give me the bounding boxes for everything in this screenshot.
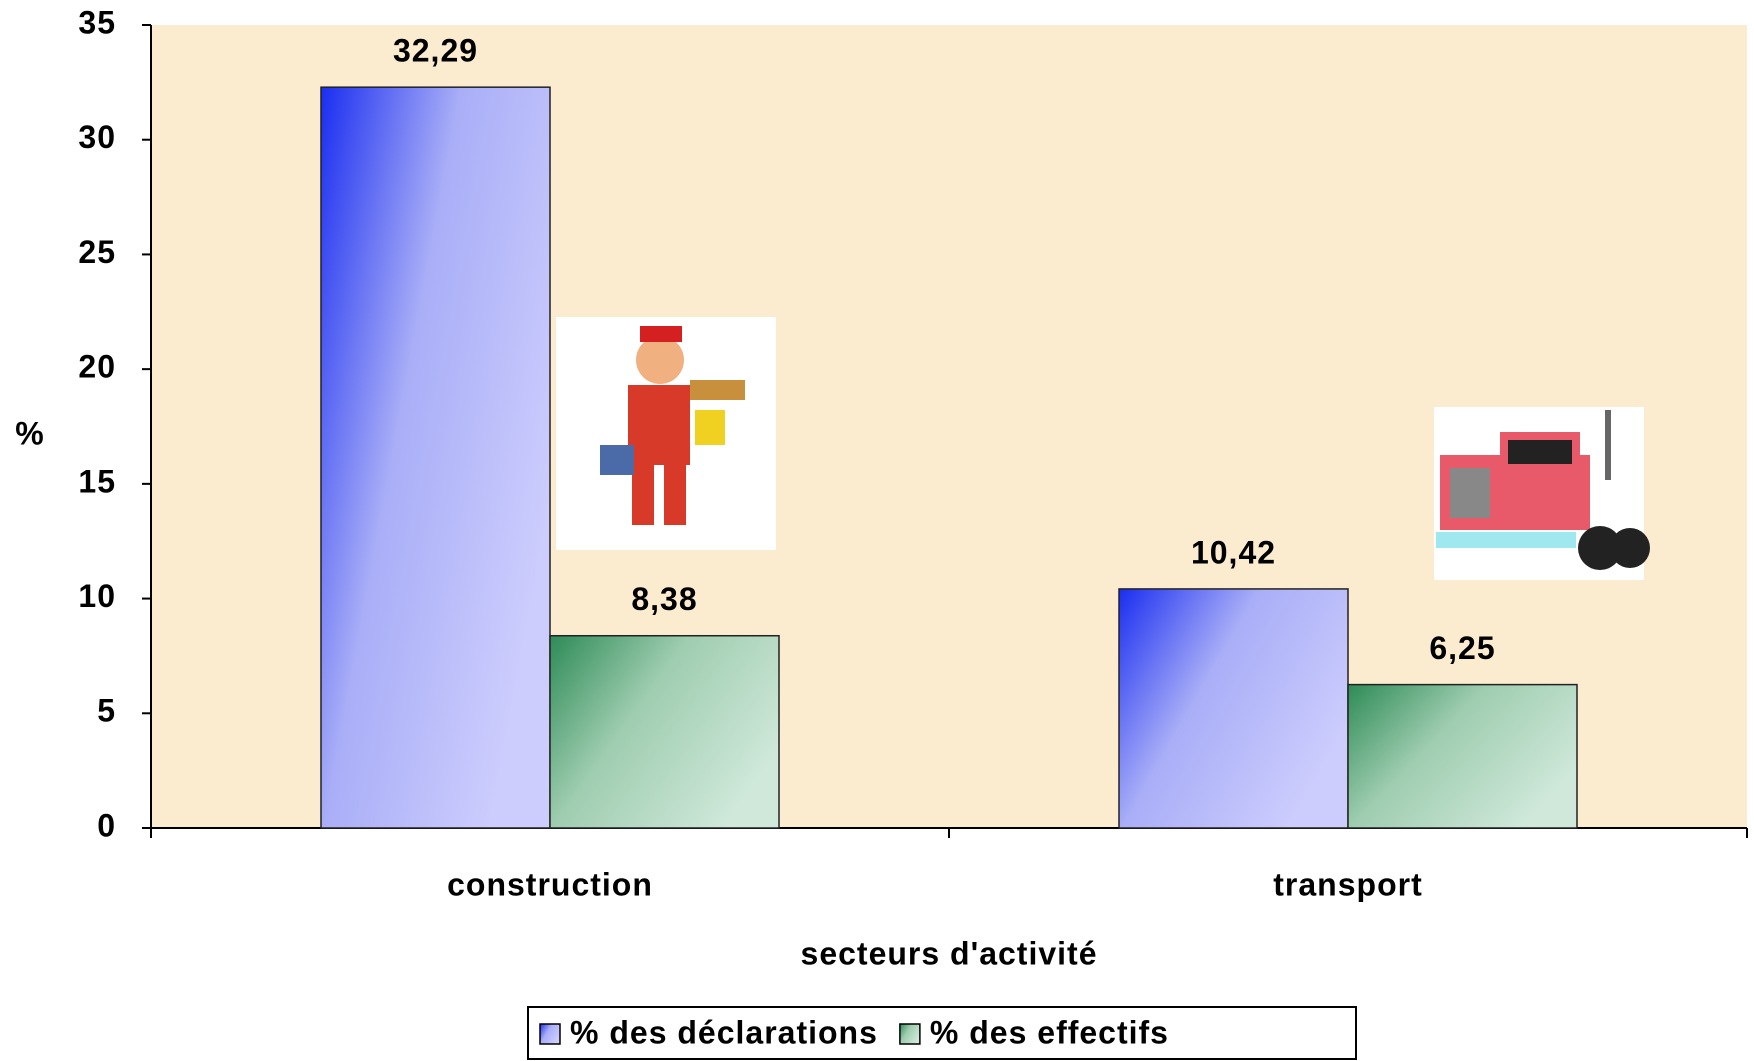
y-tick-label: 15	[78, 463, 116, 499]
legend-label: % des déclarations	[570, 1014, 878, 1050]
y-tick-label: 0	[97, 807, 116, 843]
legend-label: % des effectifs	[930, 1014, 1169, 1050]
chart: % secteurs d'activité % des déclarations…	[0, 0, 1754, 1061]
value-label: 8,38	[631, 581, 697, 617]
truck-clipart	[1434, 407, 1650, 580]
legend-swatch	[540, 1024, 560, 1044]
y-axis-label: %	[15, 415, 44, 451]
y-tick-label: 20	[78, 349, 116, 385]
y-tick-label: 25	[78, 234, 116, 270]
y-tick-label: 5	[97, 693, 116, 729]
y-tick-label: 35	[78, 4, 116, 40]
worker-clipart	[556, 317, 776, 550]
x-tick-label: transport	[1273, 866, 1422, 902]
legend-swatch	[900, 1024, 920, 1044]
x-tick-label: construction	[447, 866, 653, 902]
bar	[550, 636, 779, 828]
bar	[1119, 589, 1348, 828]
legend: % des déclarations % des effectifs	[528, 1007, 1356, 1059]
bar	[1348, 685, 1577, 828]
bar	[321, 87, 550, 828]
value-label: 6,25	[1429, 630, 1495, 666]
y-tick-label: 30	[78, 119, 116, 155]
value-label: 10,42	[1191, 534, 1276, 570]
y-tick-label: 10	[78, 578, 116, 614]
value-label: 32,29	[393, 33, 478, 69]
x-axis-label: secteurs d'activité	[801, 935, 1098, 971]
